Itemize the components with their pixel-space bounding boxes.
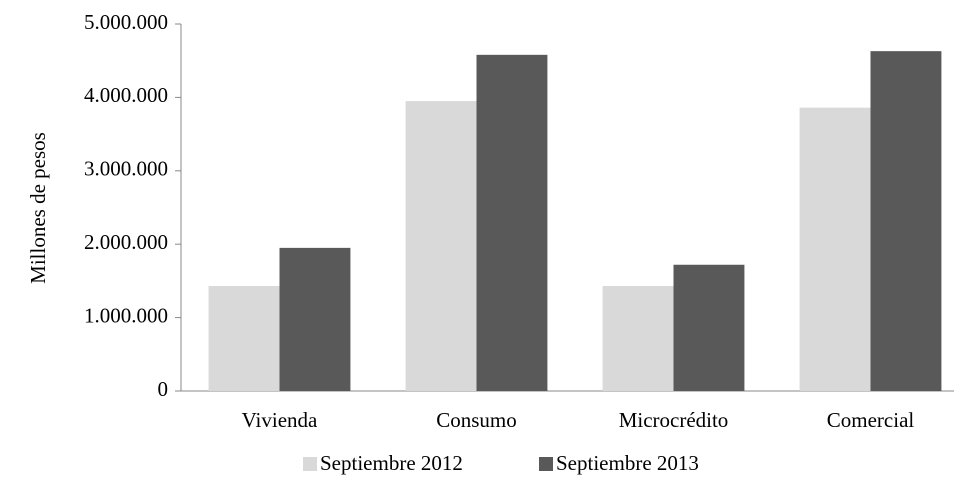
x-tick-label: Microcrédito (619, 408, 729, 432)
legend-swatch (539, 457, 553, 471)
bar (405, 101, 477, 391)
x-tick-label: Vivienda (242, 408, 318, 432)
legend-label: Septiembre 2012 (320, 451, 463, 475)
y-tick-label: 1.000.000 (84, 303, 168, 327)
y-tick-label: 5.000.000 (84, 10, 168, 34)
bar (279, 247, 351, 391)
bar (799, 107, 871, 392)
y-tick-label: 0 (158, 377, 169, 401)
y-tick-label: 2.000.000 (84, 230, 168, 254)
bar (476, 54, 548, 391)
y-axis-label: Millones de pesos (26, 132, 50, 284)
y-tick-label: 3.000.000 (84, 157, 168, 181)
bar (673, 264, 745, 391)
y-tick-label: 4.000.000 (84, 83, 168, 107)
bar (870, 51, 942, 392)
x-tick-label: Consumo (436, 408, 517, 432)
legend-swatch (303, 457, 317, 471)
bar (602, 286, 674, 391)
legend-label: Septiembre 2013 (556, 451, 699, 475)
x-tick-label: Comercial (827, 408, 915, 432)
bar (208, 286, 280, 391)
